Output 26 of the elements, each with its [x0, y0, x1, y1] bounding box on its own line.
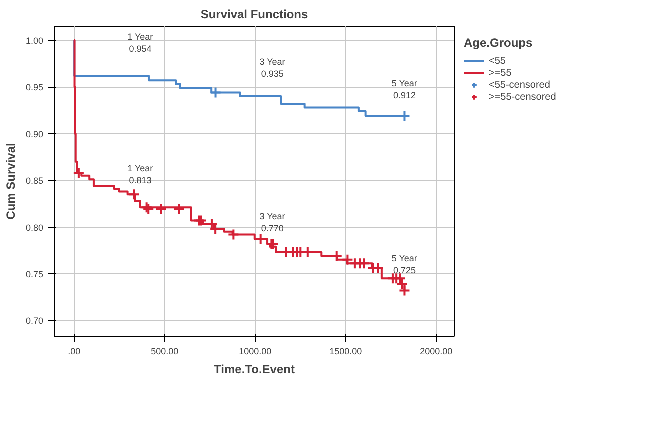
legend-label: <55 [489, 55, 507, 67]
y-tick-label: 0.85 [26, 176, 44, 186]
y-tick-label: 0.80 [26, 222, 44, 233]
x-tick-label: 1500.00 [330, 346, 362, 356]
y-tick-label: 0.75 [26, 269, 44, 280]
legend-label: >=55-censored [489, 91, 556, 103]
y-axis-title: Cum Survival [4, 143, 18, 220]
annotation: 3 Year 0.935 [260, 57, 286, 80]
y-tick-label: 1.00 [26, 36, 44, 46]
chart-title: Survival Functions [200, 8, 309, 22]
annotation: 1 Year 0.813 [128, 164, 154, 186]
y-tick-label: 0.90 [26, 129, 44, 140]
y-tick-label: 0.95 [26, 82, 44, 93]
annotation: 1 Year 0.954 [128, 32, 154, 54]
x-tick-label: 1000.00 [239, 346, 272, 356]
legend-label: <55-censored [489, 79, 550, 91]
x-axis-title: Time.To.Event [214, 362, 295, 376]
legend-title: Age.Groups [464, 36, 534, 50]
x-tick-label: 500.00 [151, 346, 179, 356]
x-tick-label: 2000.00 [420, 346, 453, 356]
annotation: 3 Year 0.770 [260, 211, 286, 234]
y-tick-label: 0.70 [26, 316, 44, 326]
legend-label: >=55 [489, 67, 512, 79]
annotation: 5 Year 0.912 [392, 78, 418, 101]
annotation: 5 Year 0.725 [392, 253, 418, 276]
x-tick-label: .00 [68, 346, 81, 356]
